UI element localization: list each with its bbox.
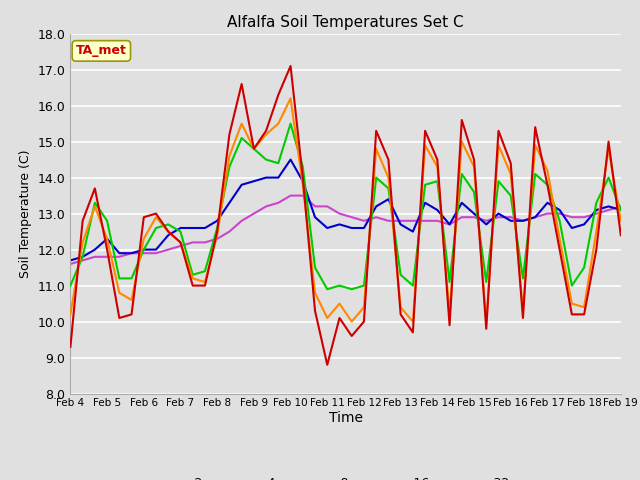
Y-axis label: Soil Temperature (C): Soil Temperature (C) <box>19 149 32 278</box>
Legend: -2cm, -4cm, -8cm, -16cm, -32cm: -2cm, -4cm, -8cm, -16cm, -32cm <box>157 472 534 480</box>
Text: TA_met: TA_met <box>76 44 127 58</box>
X-axis label: Time: Time <box>328 411 363 425</box>
Title: Alfalfa Soil Temperatures Set C: Alfalfa Soil Temperatures Set C <box>227 15 464 30</box>
